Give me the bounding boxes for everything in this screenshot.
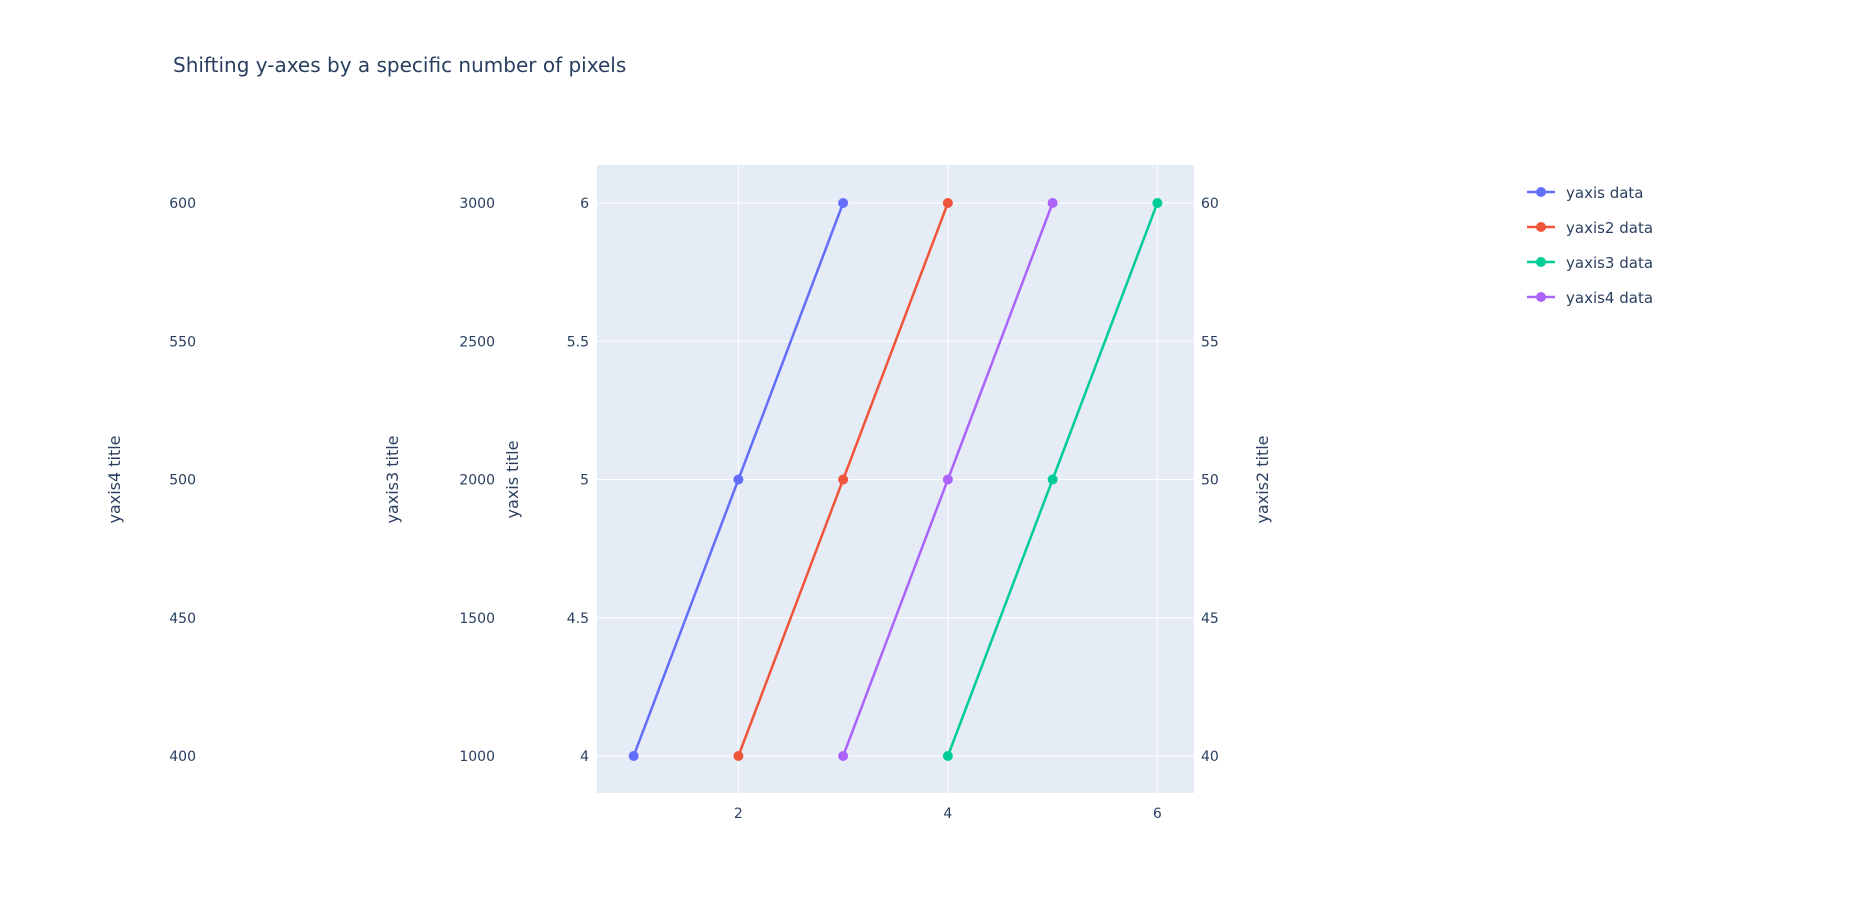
legend-item[interactable]: yaxis4 data xyxy=(1527,289,1653,307)
series-layer xyxy=(628,198,1163,761)
yaxis3-tick-label: 2500 xyxy=(459,334,495,350)
yaxis3-tick-label: 2000 xyxy=(459,473,495,489)
legend-item[interactable]: yaxis data xyxy=(1527,184,1643,202)
data-point xyxy=(838,751,849,761)
legend-marker xyxy=(1536,292,1546,302)
series-1 xyxy=(628,198,849,761)
x-tick-label: 4 xyxy=(943,806,952,822)
yaxis2-tick-label: 60 xyxy=(1201,196,1219,212)
data-point xyxy=(838,198,849,208)
legend-item[interactable]: yaxis3 data xyxy=(1527,254,1653,272)
yaxis4-tick-label: 500 xyxy=(169,473,196,489)
series-3 xyxy=(942,198,1163,761)
data-point xyxy=(733,474,744,485)
legend-marker xyxy=(1536,187,1546,197)
yaxis-tick-label: 5 xyxy=(580,473,589,489)
yaxis-tick-label: 5.5 xyxy=(567,334,589,350)
yaxis2-tick-label: 45 xyxy=(1201,611,1219,627)
series-4 xyxy=(838,198,1058,761)
yaxis-tick-label: 4.5 xyxy=(567,611,589,627)
data-point xyxy=(942,198,953,208)
x-tick-label: 6 xyxy=(1153,806,1162,822)
data-point xyxy=(838,474,849,485)
data-point xyxy=(1152,198,1163,208)
yaxis3-title: yaxis3 title xyxy=(383,435,402,523)
legend-label: yaxis4 data xyxy=(1566,289,1653,307)
legend-marker xyxy=(1536,257,1546,267)
yaxis3-tick-label: 1000 xyxy=(459,749,495,765)
yaxis4-tick-label: 550 xyxy=(169,334,196,350)
yaxis-title: yaxis title xyxy=(503,441,522,519)
series-2 xyxy=(733,198,953,761)
x-tick-label: 2 xyxy=(734,806,743,822)
legend-label: yaxis3 data xyxy=(1566,254,1653,272)
yaxis2-tick-label: 55 xyxy=(1201,334,1219,350)
yaxis4-tick-label: 600 xyxy=(169,196,196,212)
legend-label: yaxis2 data xyxy=(1566,219,1653,237)
yaxis2-title: yaxis2 title xyxy=(1253,435,1272,523)
legend-item[interactable]: yaxis2 data xyxy=(1527,219,1653,237)
axes: 2 4 6 4 4.5 5 5.5 6 yaxis title 40 45 50 55 60 yaxis2 … xyxy=(105,196,1272,822)
legend-marker xyxy=(1536,222,1546,232)
yaxis-tick-label: 6 xyxy=(580,196,589,212)
data-point xyxy=(1047,198,1058,208)
legend-label: yaxis data xyxy=(1566,184,1643,202)
yaxis-tick-label: 4 xyxy=(580,749,589,765)
data-point xyxy=(1047,474,1058,485)
yaxis4-tick-label: 450 xyxy=(169,611,196,627)
yaxis3-tick-label: 3000 xyxy=(459,196,495,212)
data-point xyxy=(942,474,953,485)
data-point xyxy=(733,751,744,761)
data-point xyxy=(942,751,953,761)
data-point xyxy=(628,751,639,761)
yaxis2-tick-label: 50 xyxy=(1201,473,1219,489)
chart-title: Shifting y-axes by a specific number of … xyxy=(173,53,626,77)
legend[interactable]: yaxis data yaxis2 data yaxis3 data yaxis4 d… xyxy=(1527,184,1653,307)
yaxis4-tick-label: 400 xyxy=(169,749,196,765)
yaxis3-tick-label: 1500 xyxy=(459,611,495,627)
yaxis4-title: yaxis4 title xyxy=(105,435,124,523)
yaxis2-tick-label: 40 xyxy=(1201,749,1219,765)
